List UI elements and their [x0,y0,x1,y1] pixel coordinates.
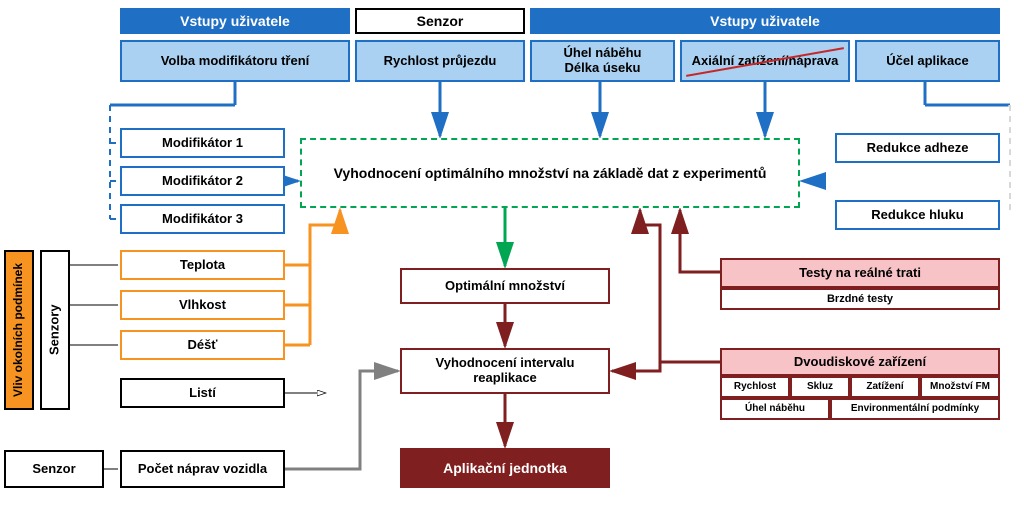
node-dvd_mnoz: Množství FM [920,376,1000,398]
diagram-canvas: Vstupy uživateleSenzorVstupy uživateleVo… [0,0,1024,517]
node-vlhkost: Vlhkost [120,290,285,320]
node-tests_hdr: Testy na reálné trati [720,258,1000,288]
node-vliv: Vliv okolních podmínek [4,250,34,410]
node-b_purpose: Účel aplikace [855,40,1000,82]
node-dest: Déšť [120,330,285,360]
node-hdr_user1: Vstupy uživatele [120,8,350,34]
node-eval: Vyhodnocení optimálního množství na zákl… [300,138,800,208]
node-b_angle: Úhel náběhu Délka úseku [530,40,675,82]
node-hdr_sensor: Senzor [355,8,525,34]
node-listi: Listí [120,378,285,408]
node-dvd_env: Environmentální podmínky [830,398,1000,420]
strike-line [686,47,844,77]
node-b_speed: Rychlost průjezdu [355,40,525,82]
node-dvd_skluz: Skluz [790,376,850,398]
node-teplota: Teplota [120,250,285,280]
node-dvd_uhel: Úhel náběhu [720,398,830,420]
node-hdr_user2: Vstupy uživatele [530,8,1000,34]
node-m1: Modifikátor 1 [120,128,285,158]
node-senzor2: Senzor [4,450,104,488]
node-reapply: Vyhodnocení intervalu reaplikace [400,348,610,394]
node-dvd_rych: Rychlost [720,376,790,398]
node-b_axle: Axiální zatížení/náprava [680,40,850,82]
node-red_adh: Redukce adheze [835,133,1000,163]
node-appunit: Aplikační jednotka [400,448,610,488]
node-dvd_hdr: Dvoudiskové zařízení [720,348,1000,376]
node-m3: Modifikátor 3 [120,204,285,234]
node-m2: Modifikátor 2 [120,166,285,196]
node-naprav: Počet náprav vozidla [120,450,285,488]
node-red_noise: Redukce hluku [835,200,1000,230]
node-tests_brz: Brzdné testy [720,288,1000,310]
node-b_mod_choice: Volba modifikátoru tření [120,40,350,82]
node-senzory: Senzory [40,250,70,410]
node-dvd_zat: Zatížení [850,376,920,398]
node-opt: Optimální množství [400,268,610,304]
